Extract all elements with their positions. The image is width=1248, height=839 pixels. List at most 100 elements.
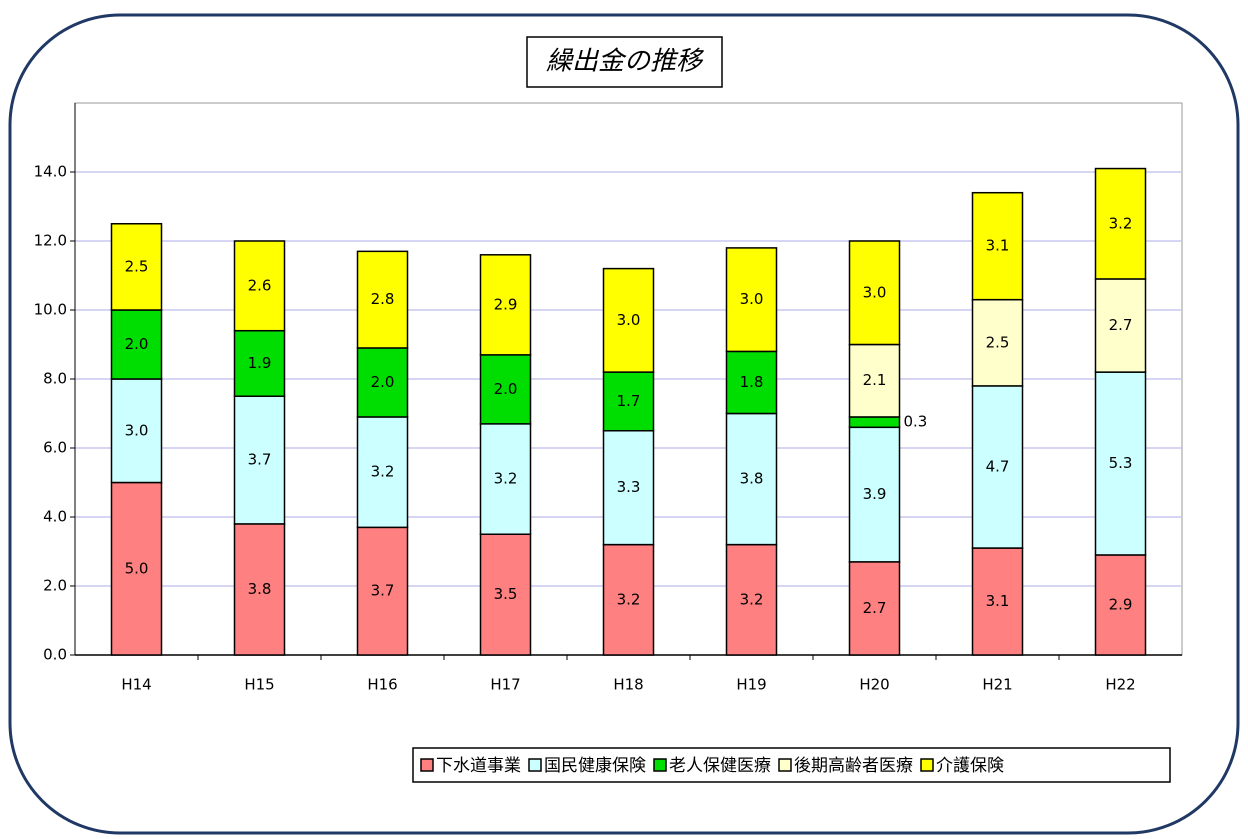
bar-segment — [725, 412, 778, 546]
y-tick-label: 0.0 — [43, 646, 67, 664]
legend-swatch — [420, 758, 434, 772]
data-label: 2.0 — [494, 380, 518, 398]
bar-segment — [110, 223, 163, 311]
bar-segment — [971, 547, 1024, 656]
bar-segment — [479, 254, 532, 356]
legend-swatch — [653, 758, 667, 772]
bar-segment — [479, 533, 532, 656]
data-label: 0.3 — [904, 413, 928, 431]
bar-segment — [233, 395, 286, 525]
bar-segment — [602, 267, 655, 373]
data-label: 3.8 — [740, 470, 764, 488]
bar-segment — [971, 298, 1024, 387]
x-tick-label: H17 — [490, 676, 520, 694]
x-tick-label: H16 — [367, 676, 397, 694]
data-label: 5.3 — [1109, 454, 1133, 472]
bar-segment — [1094, 554, 1147, 656]
y-tick-label: 4.0 — [43, 508, 67, 526]
data-label: 3.3 — [617, 478, 641, 496]
y-tick-label: 10.0 — [34, 301, 67, 319]
data-label: 1.9 — [248, 354, 272, 372]
data-label: 4.7 — [986, 457, 1010, 475]
data-label: 2.0 — [371, 373, 395, 391]
chart-title: 繰出金の推移 — [546, 47, 705, 77]
data-label: 5.0 — [125, 559, 149, 577]
bar-segment — [356, 250, 409, 349]
data-label: 1.8 — [740, 373, 764, 391]
bar-segment — [848, 416, 901, 429]
data-label: 2.0 — [125, 335, 149, 353]
y-tick-label: 14.0 — [34, 163, 67, 181]
data-label: 3.2 — [1109, 214, 1133, 232]
bar-segment — [479, 354, 532, 425]
data-label: 3.7 — [248, 451, 272, 469]
legend-swatch — [528, 758, 542, 772]
data-label: 3.8 — [248, 580, 272, 598]
data-label: 2.6 — [248, 276, 272, 294]
data-label: 3.2 — [371, 463, 395, 481]
legend-swatch — [778, 758, 792, 772]
data-label: 2.7 — [1109, 316, 1133, 334]
data-label: 2.7 — [863, 599, 887, 617]
y-tick-label: 12.0 — [34, 232, 67, 250]
bar-segment — [971, 385, 1024, 549]
bar-segment — [356, 347, 409, 418]
data-label: 3.2 — [617, 590, 641, 608]
y-tick-label: 2.0 — [43, 577, 67, 595]
data-label: 3.0 — [863, 283, 887, 301]
bar-segment — [602, 371, 655, 432]
bar-segment — [725, 247, 778, 353]
bar-segment — [602, 543, 655, 656]
legend-label: 介護保険 — [936, 756, 1004, 776]
data-label: 3.2 — [740, 590, 764, 608]
data-label: 3.0 — [740, 290, 764, 308]
data-label: 3.9 — [863, 485, 887, 503]
bar-segment — [1094, 278, 1147, 373]
title-box — [526, 36, 723, 88]
data-label: 2.5 — [986, 333, 1010, 351]
data-label: 3.7 — [371, 582, 395, 600]
data-label: 3.5 — [494, 585, 518, 603]
bar-segment — [848, 561, 901, 656]
legend-label: 下水道事業 — [436, 756, 521, 776]
bar-segment — [602, 430, 655, 546]
data-label: 3.1 — [986, 237, 1010, 255]
data-label: 2.8 — [371, 290, 395, 308]
data-label: 2.9 — [494, 295, 518, 313]
data-label: 3.1 — [986, 592, 1010, 610]
bar-segment — [356, 526, 409, 656]
data-label: 2.5 — [125, 257, 149, 275]
data-label: 2.1 — [863, 371, 887, 389]
bar-segment — [233, 523, 286, 656]
bar-segment — [725, 543, 778, 656]
bar-segment — [110, 378, 163, 484]
bar-segment — [356, 416, 409, 529]
x-tick-label: H22 — [1105, 676, 1135, 694]
legend-label: 老人保健医療 — [669, 756, 771, 776]
bar-segment — [1094, 371, 1147, 556]
bar-segment — [725, 350, 778, 415]
legend-swatch — [920, 758, 934, 772]
x-tick-label: H21 — [982, 676, 1012, 694]
data-label: 1.7 — [617, 392, 641, 410]
bar-segment — [110, 481, 163, 656]
data-label: 3.0 — [617, 311, 641, 329]
bar-segment — [971, 191, 1024, 301]
legend-label: 後期高齢者医療 — [794, 756, 913, 776]
legend-label: 国民健康保険 — [544, 756, 646, 776]
y-tick-label: 8.0 — [43, 370, 67, 388]
x-tick-label: H19 — [736, 676, 766, 694]
bar-segment — [1094, 167, 1147, 280]
x-tick-label: H14 — [121, 676, 151, 694]
x-tick-label: H20 — [859, 676, 889, 694]
data-label: 3.0 — [125, 421, 149, 439]
y-tick-label: 6.0 — [43, 439, 67, 457]
bar-segment — [848, 240, 901, 346]
bar-segment — [110, 309, 163, 380]
x-tick-label: H15 — [244, 676, 274, 694]
bar-segment — [848, 343, 901, 418]
data-label: 3.2 — [494, 470, 518, 488]
bar-segment — [233, 240, 286, 332]
